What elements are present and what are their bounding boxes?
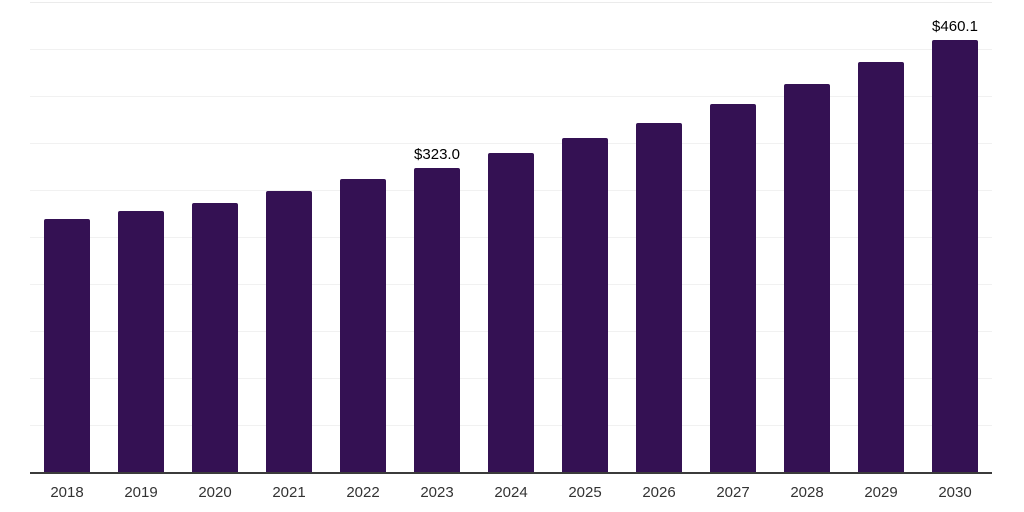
- bar-2028: [784, 84, 830, 472]
- bar-2026: [636, 122, 682, 472]
- bar-2027: [710, 104, 756, 472]
- x-axis: 2018 2019 2020 2021 2022 2023 2024 2025 2026 2027…: [30, 482, 992, 504]
- x-tick-2023: 2023: [420, 484, 454, 501]
- bar-2019: [118, 211, 164, 472]
- bar-2018: [44, 219, 90, 472]
- x-tick-2026: 2026: [642, 484, 676, 501]
- x-tick-2022: 2022: [346, 484, 380, 501]
- x-tick-2027: 2027: [716, 484, 750, 501]
- gridline-350: [30, 143, 992, 144]
- x-tick-2028: 2028: [790, 484, 824, 501]
- bar-2020: [192, 202, 238, 472]
- x-tick-2018: 2018: [50, 484, 84, 501]
- bar-2030: [932, 39, 978, 472]
- bar-2029: [858, 61, 904, 472]
- bar-2021: [266, 191, 312, 472]
- gridline-500: [30, 2, 992, 3]
- bar-2023: [414, 168, 460, 472]
- plot-area: $323.0 $460.1: [30, 2, 992, 474]
- bar-2022: [340, 178, 386, 472]
- gridline-400: [30, 96, 992, 97]
- x-tick-2024: 2024: [494, 484, 528, 501]
- x-tick-2025: 2025: [568, 484, 602, 501]
- x-tick-2020: 2020: [198, 484, 232, 501]
- x-tick-2019: 2019: [124, 484, 158, 501]
- bar-2025: [562, 138, 608, 472]
- bar-2024: [488, 152, 534, 472]
- gridline-450: [30, 49, 992, 50]
- x-tick-2021: 2021: [272, 484, 306, 501]
- x-tick-2029: 2029: [864, 484, 898, 501]
- x-tick-2030: 2030: [938, 484, 972, 501]
- data-label-2023: $323.0: [414, 146, 460, 164]
- data-label-2030: $460.1: [932, 17, 978, 35]
